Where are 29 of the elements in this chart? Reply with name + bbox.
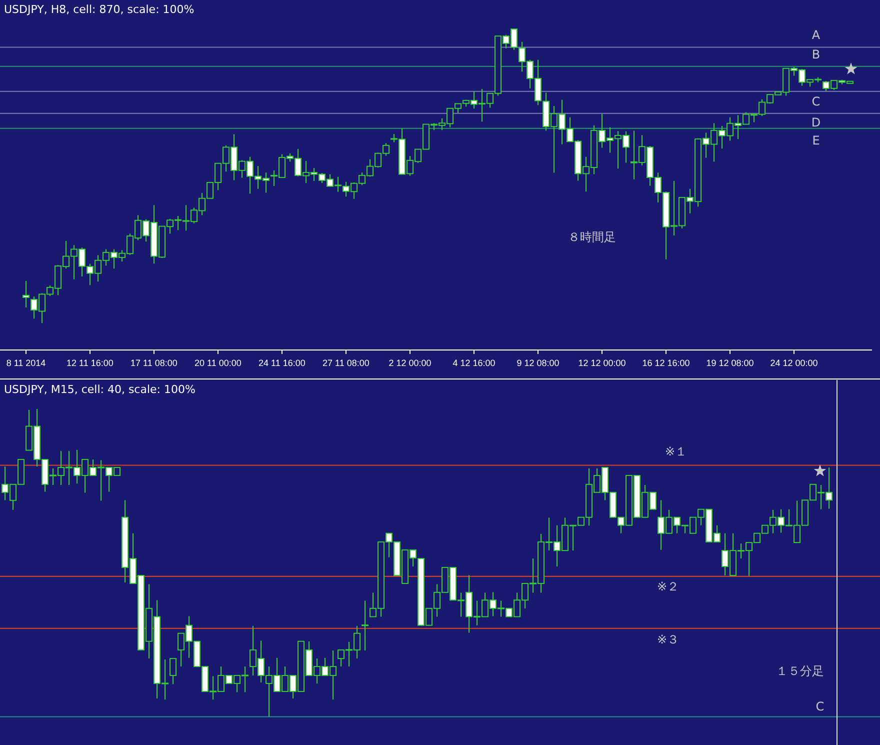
annotation: １５分足	[776, 664, 824, 678]
x-tick-label: 12 11 16:00	[66, 358, 114, 368]
x-tick-label: 17 11 08:00	[130, 358, 178, 368]
candlestick	[170, 658, 176, 685]
ref-line-label: ※３	[656, 632, 680, 646]
ref-line-label: C	[812, 94, 820, 108]
candlestick	[362, 600, 368, 652]
chart-title: USDJPY, M15, cell: 40, scale: 100%	[4, 383, 196, 396]
x-tick-label: 20 11 00:00	[194, 358, 242, 368]
x-tick-label: 2 12 00:00	[388, 358, 432, 368]
x-tick-label: 4 12 16:00	[452, 358, 496, 368]
x-tick-label: 19 12 08:00	[706, 358, 754, 368]
ref-line-label: ※２	[656, 579, 680, 594]
x-tick-label: 27 11 08:00	[322, 358, 370, 368]
annotation: ８時間足	[568, 230, 616, 244]
ref-line-label: C	[816, 700, 824, 714]
x-tick-label: 12 12 00:00	[578, 358, 626, 368]
x-tick-label: 24 12 00:00	[770, 358, 818, 368]
x-tick-label: 9 12 08:00	[516, 358, 560, 368]
x-tick-label: 8 11 2014	[6, 358, 46, 368]
ref-line-label: D	[811, 115, 821, 130]
ref-line-label: B	[812, 47, 820, 62]
candlestick	[22, 280, 30, 308]
chart-title: USDJPY, H8, cell: 870, scale: 100%	[4, 3, 194, 16]
x-tick-label: 16 12 16:00	[642, 358, 690, 368]
x-tick-label: 24 11 16:00	[258, 358, 306, 368]
ref-line-label: E	[812, 133, 820, 148]
ref-line-label: ※１	[664, 444, 688, 458]
ref-line-label: A	[812, 28, 821, 42]
